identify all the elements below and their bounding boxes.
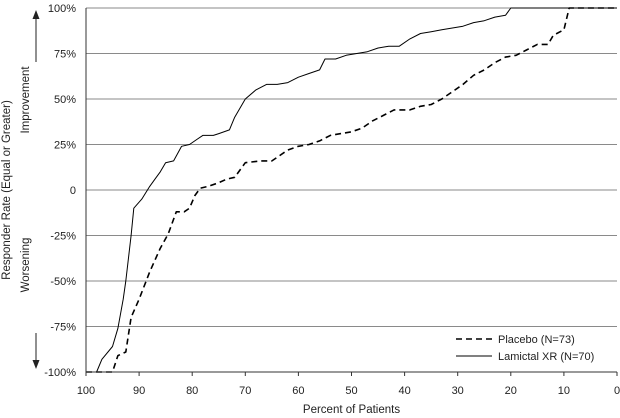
x-tick-label: 50 <box>345 385 357 397</box>
improvement-arrow-icon <box>32 10 40 62</box>
x-tick-label: 60 <box>292 385 304 397</box>
placebo-series-line <box>86 7 617 373</box>
x-tick-label: 100 <box>77 385 95 397</box>
x-tick-label: 90 <box>133 385 145 397</box>
y-tick-label: 50% <box>54 94 76 106</box>
lamictal-series-line <box>86 7 617 373</box>
axes <box>85 8 618 376</box>
y-tick-label: 25% <box>54 140 76 152</box>
y-tick-label: 0 <box>70 185 76 197</box>
x-tick-label: 70 <box>239 385 251 397</box>
x-tick-label: 0 <box>614 385 620 397</box>
x-axis-title: Percent of Patients <box>303 404 400 416</box>
legend: Placebo (N=73) Lamictal XR (N=70) <box>448 327 612 367</box>
legend-lamictal-label: Lamictal XR (N=70) <box>498 351 594 363</box>
x-tick-label: 10 <box>558 385 570 397</box>
series-layer <box>86 7 617 373</box>
y-tick-label: -50% <box>50 276 76 288</box>
y-tick-label: -75% <box>50 322 76 334</box>
x-tick-label: 20 <box>505 385 517 397</box>
y-tick-label: 75% <box>54 49 76 61</box>
y-axis-title: Responder Rate (Equal or Greater) <box>1 100 13 280</box>
legend-placebo-label: Placebo (N=73) <box>498 334 575 346</box>
tick-labels: 100%75%50%25%0-25%-50%-75%-100%100 90 80 70… <box>44 3 620 397</box>
x-tick-label: 80 <box>186 385 198 397</box>
worsening-arrow-icon <box>32 333 40 369</box>
gridlines <box>86 7 617 373</box>
worsening-label: Worsening <box>20 238 32 293</box>
y-tick-label: 100% <box>48 3 76 15</box>
y-tick-label: -25% <box>50 231 76 243</box>
x-tick-label: 30 <box>452 385 464 397</box>
y-tick-label: -100% <box>44 367 76 379</box>
x-tick-label: 40 <box>398 385 410 397</box>
improvement-label: Improvement <box>20 66 32 134</box>
